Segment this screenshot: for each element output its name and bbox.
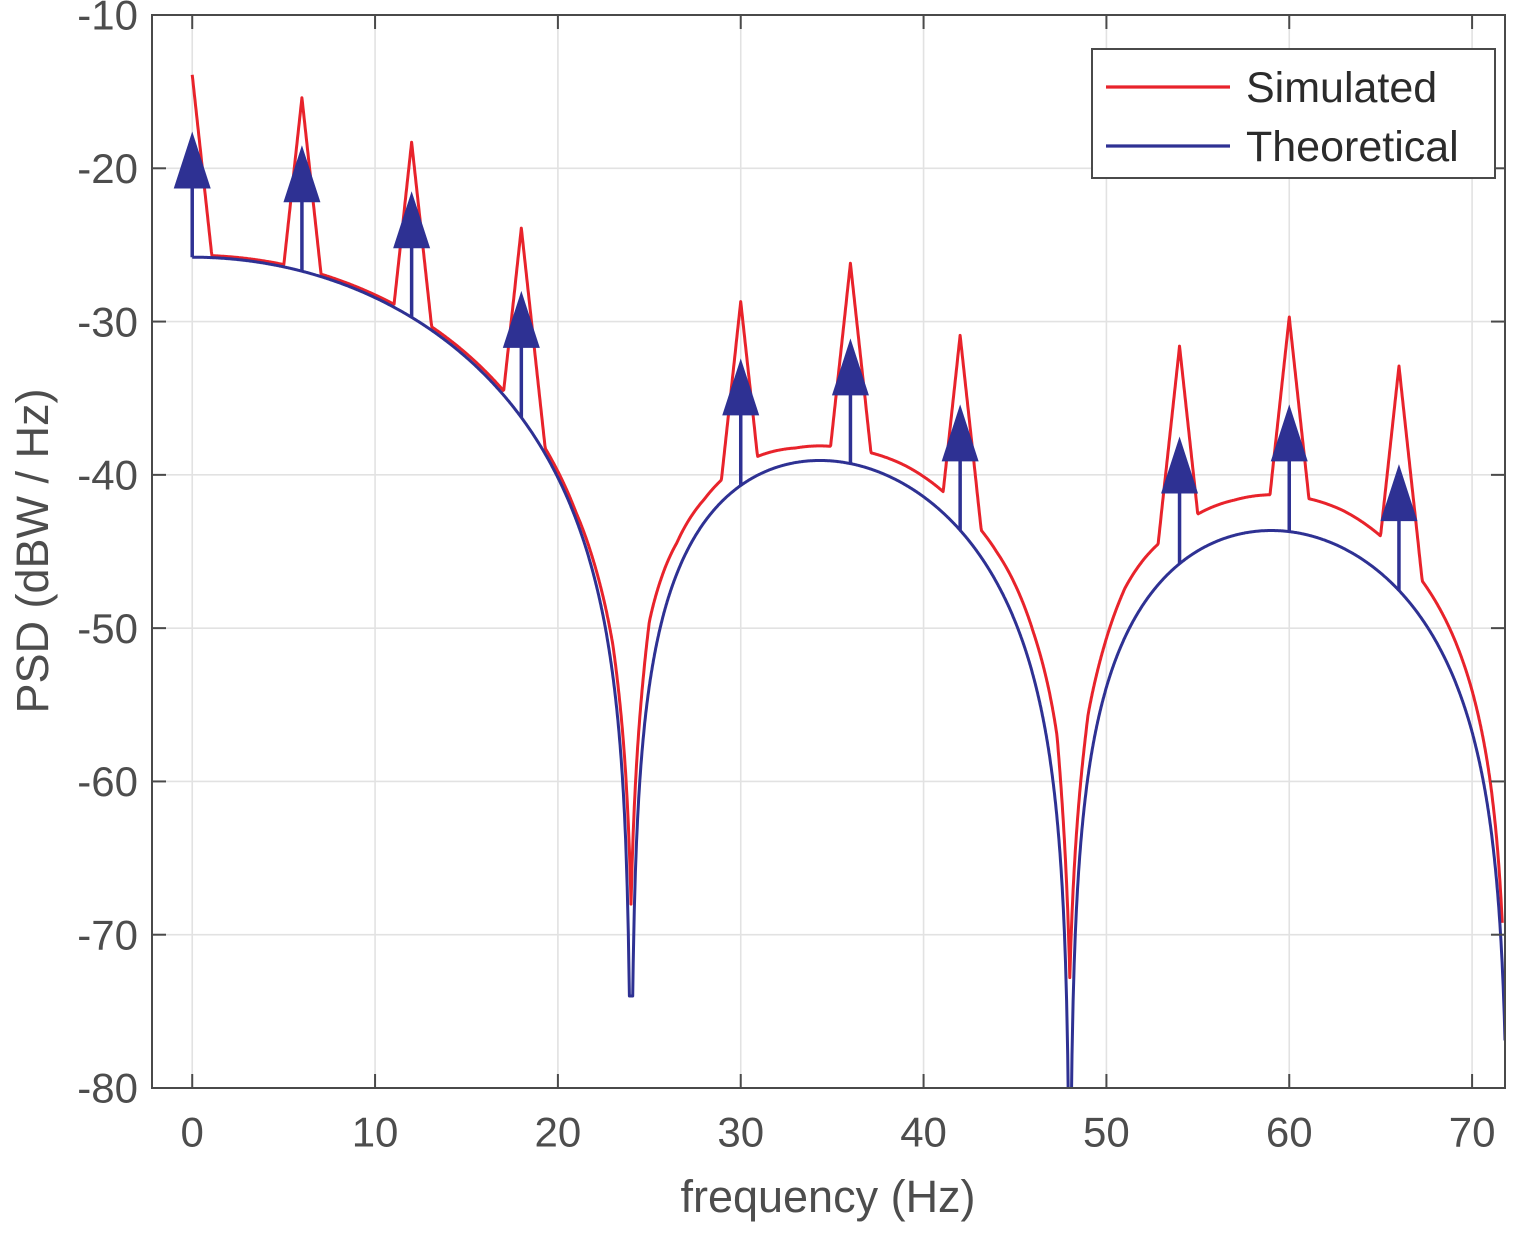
x-tick-labels: 0 10 20 30 40 50 60 70 [181, 1109, 1496, 1156]
y-tick-label: -80 [77, 1065, 138, 1112]
impulse-arrowhead [393, 191, 431, 249]
y-tick-label: -60 [77, 758, 138, 805]
y-tick-label: -50 [77, 605, 138, 652]
impulse-arrowhead [722, 358, 760, 416]
x-tick-label: 70 [1449, 1109, 1496, 1156]
x-tick-label: 20 [535, 1109, 582, 1156]
impulse-arrowhead [1270, 404, 1308, 462]
y-tick-label: -10 [77, 0, 138, 39]
impulse-arrowhead [1380, 464, 1418, 522]
legend: Simulated Theoretical [1091, 48, 1496, 179]
y-tick-label: -40 [77, 452, 138, 499]
x-tick-label: 10 [352, 1109, 399, 1156]
impulse-arrowhead [502, 290, 540, 348]
impulse-arrowhead [173, 131, 211, 189]
impulse-arrowhead [283, 145, 321, 203]
grid [152, 15, 1505, 1088]
axes-box [151, 14, 1506, 1089]
impulse-arrowhead [1161, 436, 1199, 494]
x-tick-label: 60 [1266, 1109, 1313, 1156]
impulse-arrowhead [941, 404, 979, 462]
y-tick-label: -30 [77, 298, 138, 345]
x-tick-label: 0 [181, 1109, 204, 1156]
impulse-arrowheads [173, 131, 1418, 522]
x-axis-label: frequency (Hz) [680, 1171, 975, 1222]
plot-area [152, 15, 1505, 1088]
legend-label-simulated: Simulated [1246, 64, 1437, 112]
y-tick-labels: -10 -20 -30 -40 -50 -60 -70 -80 [77, 0, 138, 1112]
series-simulated-curve [190, 74, 1504, 980]
x-tick-label: 50 [1083, 1109, 1130, 1156]
x-tick-label: 40 [900, 1109, 947, 1156]
legend-box [1091, 48, 1496, 179]
impulse-arrowhead [831, 338, 869, 396]
y-axis-label: PSD (dBW / Hz) [7, 388, 58, 713]
impulse-stems [190, 186, 1401, 591]
y-tick-label: -70 [77, 911, 138, 958]
y-tick-label: -20 [77, 145, 138, 192]
x-tick-label: 30 [717, 1109, 764, 1156]
legend-label-theoretical: Theoretical [1246, 123, 1459, 171]
